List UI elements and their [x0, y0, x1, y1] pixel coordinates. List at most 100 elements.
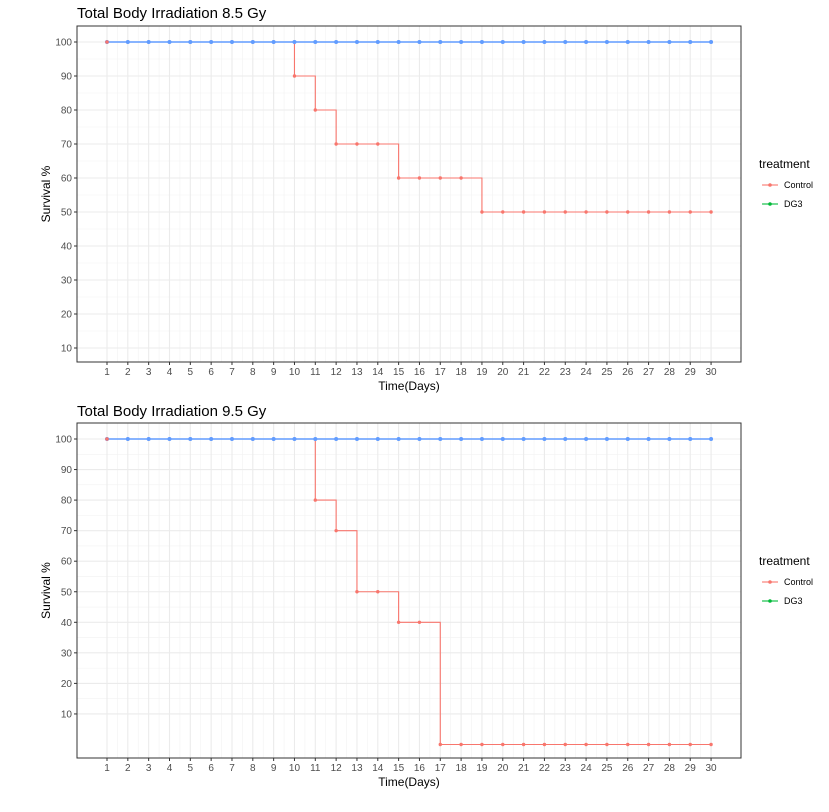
data-point-dg3 [271, 40, 276, 44]
x-tick-label: 30 [706, 763, 718, 774]
data-point-dg3 [250, 40, 255, 44]
x-tick-label: 8 [250, 367, 256, 378]
data-point-control [501, 742, 505, 747]
x-tick-label: 21 [518, 367, 530, 378]
data-point-dg3 [396, 40, 401, 44]
data-point-control [709, 210, 713, 214]
data-point-control [605, 210, 609, 214]
legend-label: DG3 [784, 199, 803, 209]
data-point-dg3 [584, 40, 589, 44]
x-tick-label: 6 [208, 367, 214, 378]
x-tick-label: 7 [229, 763, 235, 774]
y-tick-label: 100 [55, 435, 72, 446]
data-point-dg3 [167, 437, 172, 441]
data-point-dg3 [709, 40, 714, 44]
y-tick-label: 60 [61, 557, 73, 568]
x-axis-label: Time(Days) [378, 775, 440, 789]
data-point-control [688, 210, 692, 214]
y-tick-label: 80 [61, 496, 73, 507]
y-tick-label: 20 [61, 310, 73, 321]
x-tick-label: 2 [125, 763, 131, 774]
y-tick-label: 90 [61, 72, 73, 83]
data-point-control [438, 742, 442, 747]
legend-title: treatment [759, 554, 810, 568]
data-point-control [334, 528, 338, 533]
data-point-dg3 [209, 437, 214, 441]
data-point-dg3 [667, 40, 672, 44]
data-point-control [396, 176, 401, 180]
legend-label: DG3 [784, 596, 803, 606]
data-point-control [313, 498, 317, 502]
y-tick-label: 70 [61, 526, 73, 537]
data-point-control [521, 742, 526, 747]
x-tick-label: 1 [104, 367, 110, 378]
y-tick-label: 50 [61, 587, 73, 598]
legend-key-point [768, 202, 772, 206]
legend-label: Control [784, 577, 813, 587]
data-point-control [667, 210, 672, 214]
data-point-dg3 [188, 437, 193, 441]
data-point-dg3 [625, 437, 630, 441]
data-point-dg3 [479, 40, 484, 44]
x-tick-label: 2 [125, 367, 131, 378]
data-point-dg3 [604, 40, 609, 44]
data-point-control [480, 210, 484, 214]
data-point-control [459, 176, 463, 180]
data-point-dg3 [500, 437, 505, 441]
data-point-dg3 [625, 40, 630, 44]
data-point-dg3 [146, 40, 151, 44]
data-point-control [626, 210, 630, 214]
data-point-dg3 [167, 40, 172, 44]
data-point-dg3 [313, 437, 318, 441]
x-tick-label: 24 [581, 763, 593, 774]
x-axis-label: Time(Days) [378, 379, 440, 393]
x-tick-label: 11 [310, 367, 321, 378]
x-tick-label: 30 [706, 367, 718, 378]
x-tick-label: 11 [310, 763, 321, 774]
x-tick-label: 26 [622, 367, 634, 378]
data-point-dg3 [125, 437, 130, 441]
legend-key-point [768, 580, 772, 584]
data-point-control [459, 742, 463, 747]
y-axis-label: Survival % [39, 562, 53, 619]
y-tick-label: 40 [61, 242, 73, 253]
data-point-control [417, 176, 422, 180]
x-tick-label: 19 [476, 763, 488, 774]
data-point-dg3 [646, 40, 651, 44]
x-tick-label: 16 [414, 367, 426, 378]
data-point-control [584, 210, 588, 214]
data-point-control [292, 74, 297, 78]
x-tick-label: 6 [208, 763, 214, 774]
data-point-dg3 [334, 40, 339, 44]
data-point-dg3 [250, 437, 255, 441]
x-tick-label: 26 [622, 763, 634, 774]
plot-border [76, 25, 742, 363]
x-tick-label: 29 [685, 763, 697, 774]
y-tick-label: 100 [55, 38, 72, 49]
data-point-control [667, 742, 672, 747]
data-point-dg3 [354, 437, 359, 441]
x-tick-label: 4 [167, 763, 173, 774]
survival-chart-9-5-gy: Total Body Irradiation 9.5 Gy 10 20 30 40 50 6… [39, 403, 813, 789]
x-tick-label: 9 [271, 367, 277, 378]
x-tick-label: 8 [250, 763, 256, 774]
data-point-dg3 [667, 437, 672, 441]
data-point-control [480, 742, 484, 747]
data-point-control [376, 142, 380, 146]
x-tick-label: 13 [351, 763, 363, 774]
data-point-dg3 [479, 437, 484, 441]
chart-panel-bottom: Total Body Irradiation 9.5 Gy 10 20 30 40 50 6… [0, 400, 829, 800]
data-point-dg3 [542, 40, 547, 44]
x-tick-label: 15 [393, 763, 405, 774]
x-tick-label: 25 [601, 763, 613, 774]
data-point-dg3 [688, 437, 693, 441]
data-point-dg3 [459, 437, 464, 441]
data-point-dg3 [375, 437, 380, 441]
y-tick-label: 80 [61, 106, 73, 117]
y-tick-label: 30 [61, 648, 73, 659]
x-tick-label: 4 [167, 367, 173, 378]
x-tick-label: 14 [372, 367, 384, 378]
x-tick-label: 18 [456, 763, 468, 774]
x-tick-label: 13 [351, 367, 363, 378]
x-tick-label: 10 [289, 763, 301, 774]
